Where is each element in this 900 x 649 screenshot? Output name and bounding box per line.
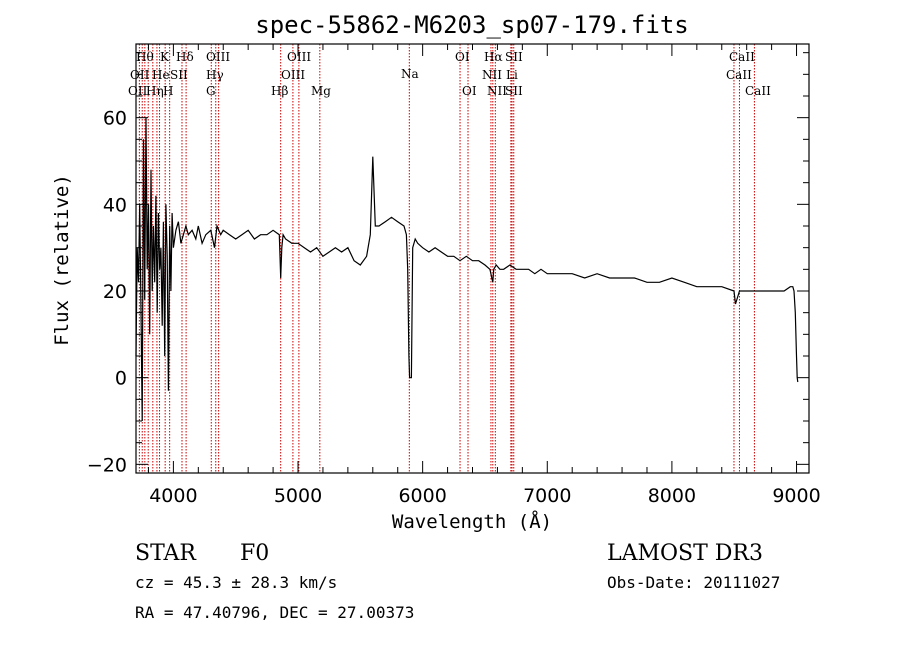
object-class: STAR <box>135 541 197 566</box>
chart-title: spec-55862-M6203_sp07-179.fits <box>255 11 688 39</box>
label-caii-8542: CaII <box>726 68 752 82</box>
axis-tick-labels: 4000 5000 6000 7000 8000 9000 −20 0 20 40 60 <box>87 108 821 507</box>
subclass: F0 <box>240 541 269 566</box>
label-oi-6300: OI <box>455 50 470 64</box>
x-tick-label-9000: 9000 <box>772 485 820 507</box>
label-caii-8498: CaII <box>729 50 755 64</box>
label-nii-6583: NII <box>487 84 507 98</box>
label-caii-8662: CaII <box>745 84 771 98</box>
label-h-eta: Hη <box>146 84 164 98</box>
axis-ticks <box>136 44 809 473</box>
label-oiii-4959: OIII <box>281 68 305 82</box>
label-g: G <box>206 84 216 98</box>
y-tick-label--20: −20 <box>87 454 127 476</box>
emission-line-markers <box>138 44 755 473</box>
y-tick-label-40: 40 <box>103 194 127 216</box>
label-sii-4069: SII <box>170 68 188 82</box>
label-oi-6364: OI <box>462 84 477 98</box>
label-sii-6717: SII <box>505 50 523 64</box>
label-h-beta: Hβ <box>271 84 288 98</box>
plot-frame <box>135 43 810 474</box>
label-oii-3727b: OII <box>128 84 148 98</box>
emission-line-labels: Hθ K Hδ OIII OIII OI Hα SII CaII OII He … <box>128 50 771 98</box>
label-sii-6731: SII <box>505 84 523 98</box>
y-tick-label-0: 0 <box>115 368 127 390</box>
label-mg: Mg <box>311 84 331 98</box>
x-tick-label-6000: 6000 <box>398 485 446 507</box>
label-he: He <box>152 68 170 82</box>
label-oiii-4363: OIII <box>206 50 230 64</box>
x-tick-label-4000: 4000 <box>149 485 197 507</box>
label-na: Na <box>401 67 419 81</box>
label-oiii-5007: OIII <box>287 50 311 64</box>
y-tick-label-20: 20 <box>103 281 127 303</box>
label-h-theta: Hθ <box>136 50 154 64</box>
spectrum-line <box>135 117 799 422</box>
obs-date: Obs-Date: 20111027 <box>607 573 780 592</box>
label-oii-3727: OII <box>130 68 150 82</box>
x-axis-label: Wavelength (Å) <box>392 510 552 533</box>
x-tick-label-5000: 5000 <box>274 485 322 507</box>
label-h: H <box>163 84 173 98</box>
x-tick-label-7000: 7000 <box>523 485 571 507</box>
label-k: K <box>160 50 170 64</box>
x-tick-label-8000: 8000 <box>648 485 696 507</box>
y-tick-label-60: 60 <box>103 108 127 130</box>
redshift-cz: cz = 45.3 ± 28.3 km/s <box>135 573 337 592</box>
label-h-gamma: Hγ <box>206 68 224 82</box>
label-h-alpha: Hα <box>484 50 503 64</box>
label-h-delta: Hδ <box>176 50 194 64</box>
survey-name: LAMOST DR3 <box>607 541 763 566</box>
y-axis-label: Flux (relative) <box>51 174 73 346</box>
label-nii-6548: NII <box>482 68 502 82</box>
coordinates: RA = 47.40796, DEC = 27.00373 <box>135 603 414 622</box>
label-li: Li <box>506 68 518 82</box>
